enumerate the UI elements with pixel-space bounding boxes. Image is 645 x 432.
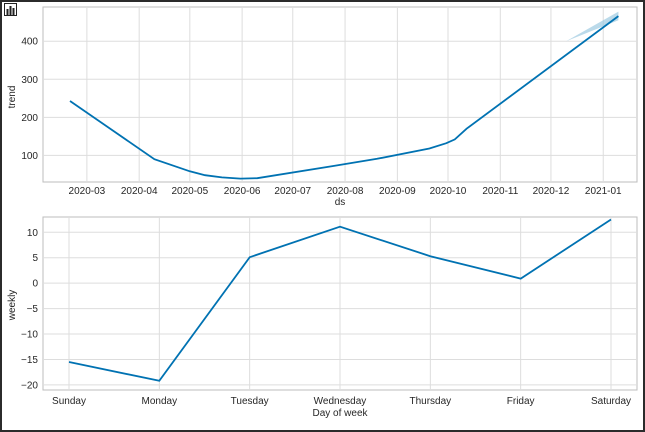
trend-x-tick-label: 2020-09 bbox=[379, 186, 416, 197]
weekly-y-axis-label: weekly bbox=[7, 290, 18, 322]
weekly-y-tick-label: 5 bbox=[32, 253, 38, 264]
trend-x-tick-label: 2020-03 bbox=[69, 186, 106, 197]
weekly-panel: Sunday Monday Tuesday Wednesday Thursday Frid… bbox=[7, 216, 638, 419]
trend-x-tick-label: 2020-04 bbox=[121, 186, 158, 197]
weekly-x-ticks: Sunday Monday Tuesday Wednesday Thursday Frid… bbox=[52, 396, 631, 407]
weekly-x-tick-label: Monday bbox=[142, 396, 178, 407]
weekly-x-tick-label: Saturday bbox=[591, 396, 631, 407]
trend-x-tick-label: 2020-12 bbox=[533, 186, 570, 197]
weekly-y-tick-label: −10 bbox=[21, 330, 38, 341]
weekly-x-axis-label: Day of week bbox=[312, 408, 368, 419]
trend-x-tick-label: 2020-10 bbox=[430, 186, 467, 197]
trend-x-tick-label: 2020-11 bbox=[482, 186, 518, 197]
trend-plot-area bbox=[42, 6, 638, 183]
trend-y-tick-label: 200 bbox=[21, 113, 38, 124]
trend-x-axis-label: ds bbox=[335, 197, 346, 208]
trend-x-tick-label: 2021-01 bbox=[585, 186, 622, 197]
trend-uncertainty-band bbox=[566, 11, 619, 42]
weekly-y-tick-label: −20 bbox=[21, 380, 38, 391]
trend-x-tick-label: 2020-05 bbox=[171, 186, 208, 197]
weekly-y-tick-label: 10 bbox=[27, 228, 39, 239]
weekly-series-line bbox=[68, 218, 612, 382]
trend-y-ticks: 100 200 300 400 bbox=[21, 37, 38, 162]
weekly-y-tick-label: −15 bbox=[21, 355, 38, 366]
weekly-x-tick-label: Tuesday bbox=[231, 396, 269, 407]
trend-panel: 2020-03 2020-04 2020-05 2020-06 2020-07 2020-… bbox=[7, 6, 638, 208]
trend-y-tick-label: 300 bbox=[21, 75, 38, 86]
trend-x-ticks: 2020-03 2020-04 2020-05 2020-06 2020-07 2020-… bbox=[69, 186, 623, 197]
weekly-y-tick-label: 0 bbox=[32, 279, 38, 290]
trend-y-tick-label: 400 bbox=[21, 37, 38, 48]
trend-y-tick-label: 100 bbox=[21, 151, 38, 162]
trend-x-tick-label: 2020-08 bbox=[327, 186, 364, 197]
trend-series-line bbox=[69, 15, 619, 180]
weekly-gridlines bbox=[43, 217, 637, 390]
app-icon bbox=[4, 3, 17, 16]
weekly-x-tick-label: Wednesday bbox=[314, 396, 367, 407]
weekly-y-tick-label: −5 bbox=[27, 304, 39, 315]
weekly-x-tick-label: Thursday bbox=[409, 396, 451, 407]
weekly-y-ticks: −20 −15 −10 −5 0 5 10 bbox=[21, 228, 38, 392]
weekly-x-tick-label: Sunday bbox=[52, 396, 86, 407]
trend-gridlines bbox=[43, 7, 637, 182]
trend-x-tick-label: 2020-07 bbox=[274, 186, 311, 197]
trend-x-tick-label: 2020-06 bbox=[224, 186, 261, 197]
weekly-x-tick-label: Friday bbox=[507, 396, 535, 407]
trend-y-axis-label: trend bbox=[7, 86, 18, 109]
